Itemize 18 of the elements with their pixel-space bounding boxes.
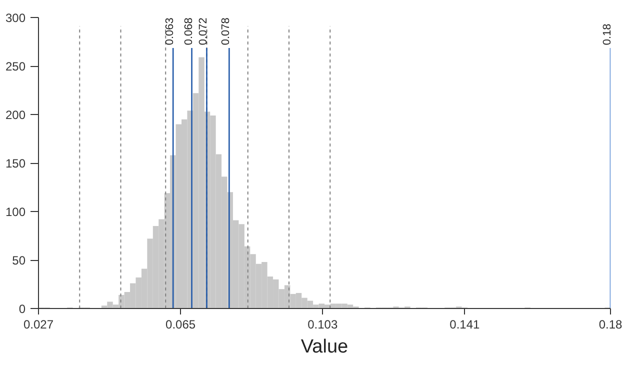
x-tick-label: 0.18	[598, 318, 623, 332]
x-tick-label: 0.027	[23, 318, 54, 332]
x-tick-label: 0.103	[308, 318, 338, 332]
x-tick-label: 0.065	[166, 318, 196, 332]
ref-line-label: 0.18	[602, 24, 614, 46]
y-tick-label: 100	[5, 205, 26, 219]
y-tick-label: 50	[12, 254, 26, 268]
y-tick-label: 200	[5, 108, 26, 122]
ref-line-label: 0.078	[220, 18, 232, 46]
x-axis-title: Value	[300, 336, 348, 358]
ref-line-label: 0.063	[164, 18, 176, 46]
ref-line-label: 0.068	[182, 18, 195, 46]
y-tick-label: 300	[5, 11, 26, 25]
y-tick-label: 0	[18, 302, 26, 316]
x-tick-label: 0.141	[450, 318, 480, 332]
y-tick-label: 250	[5, 60, 26, 74]
ref-line-label: 0.072	[198, 18, 210, 46]
y-tick-label: 150	[5, 156, 26, 170]
